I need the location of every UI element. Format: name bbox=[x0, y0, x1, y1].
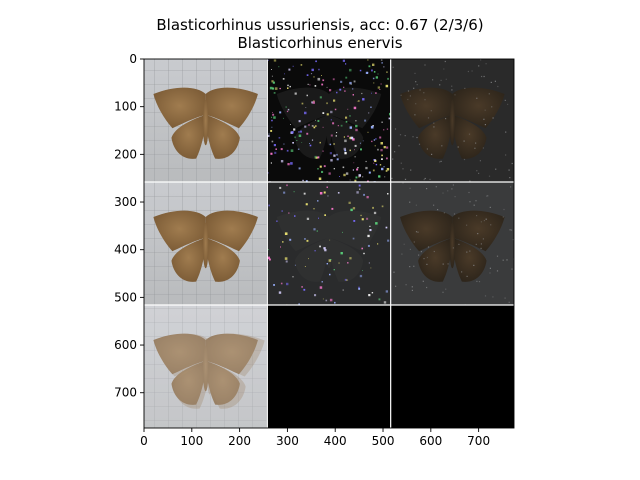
y-tick-label: 100 bbox=[114, 100, 137, 114]
x-tick-label: 500 bbox=[372, 434, 395, 448]
y-tick-label: 500 bbox=[114, 290, 137, 304]
x-tick-label: 700 bbox=[467, 434, 490, 448]
image-tile-sparse-saliency bbox=[267, 182, 390, 306]
x-tick-label: 0 bbox=[140, 434, 148, 448]
y-tick-label: 600 bbox=[114, 338, 137, 352]
x-tick-label: 600 bbox=[419, 434, 442, 448]
x-tick-label: 100 bbox=[180, 434, 203, 448]
image-tile-black bbox=[267, 305, 390, 428]
image-tile-black bbox=[391, 305, 514, 428]
y-tick-label: 0 bbox=[129, 52, 137, 66]
image-tile-moth-photo bbox=[144, 59, 267, 182]
image-tile-sparse-saliency bbox=[267, 59, 391, 183]
y-tick-label: 700 bbox=[114, 386, 137, 400]
y-tick-label: 400 bbox=[114, 243, 137, 257]
image-tile-masked-moth-dark bbox=[391, 182, 515, 306]
image-tile-masked-moth-dark bbox=[391, 59, 514, 183]
y-tick-label: 200 bbox=[114, 147, 137, 161]
x-tick-label: 200 bbox=[228, 434, 251, 448]
image-tile-moth-photo bbox=[144, 182, 267, 305]
x-tick-label: 400 bbox=[324, 434, 347, 448]
image-tile-moth-photo-faded bbox=[144, 305, 267, 428]
y-tick-label: 300 bbox=[114, 195, 137, 209]
x-tick-label: 300 bbox=[276, 434, 299, 448]
